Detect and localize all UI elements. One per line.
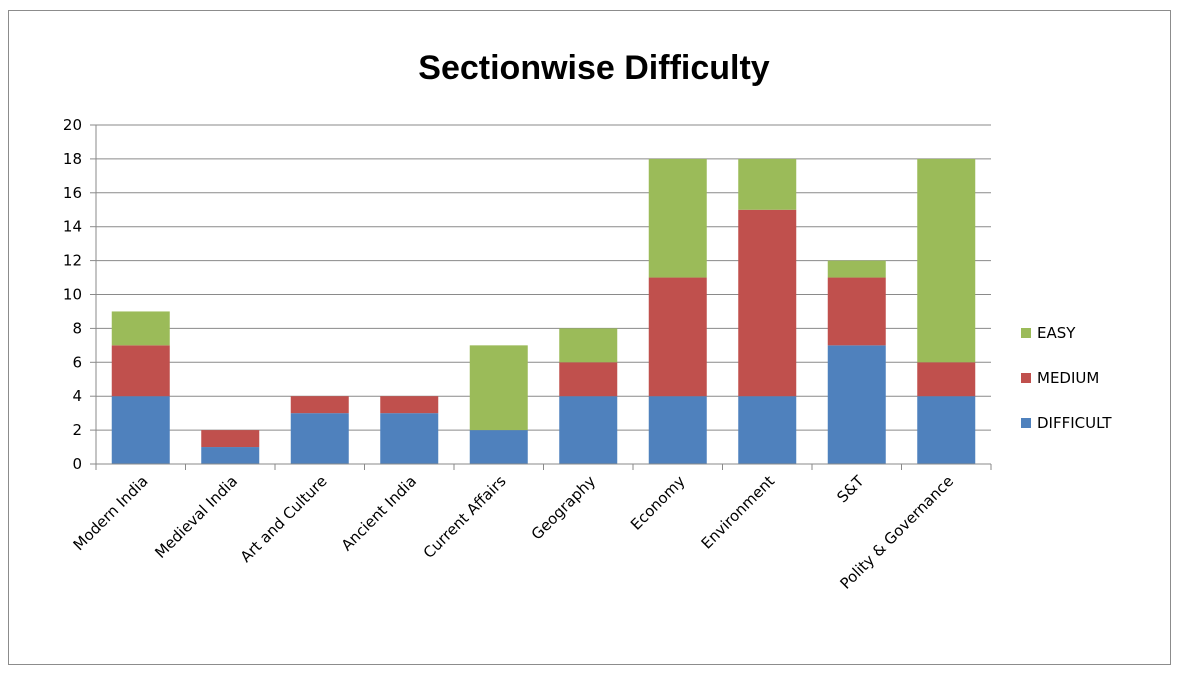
y-tick-label: 4: [72, 387, 82, 405]
x-tick-label-modern-india: Modern India: [70, 472, 152, 554]
x-tick-label-geography: Geography: [528, 472, 599, 543]
bar-medieval-india-medium: [201, 430, 260, 448]
stacked-bar-chart: Sectionwise Difficulty 0 2 4 6 8 10 12 14 16 18 20…: [63, 49, 1112, 593]
y-tick-label: 18: [63, 150, 82, 168]
bar-art-and-culture-medium: [290, 396, 349, 414]
bar-modern-india-medium: [111, 345, 170, 397]
legend-item-difficult: DIFFICULT: [1021, 414, 1112, 432]
y-tick-label: 14: [63, 218, 82, 236]
legend-label: DIFFICULT: [1037, 414, 1112, 432]
bar-geography-medium: [559, 362, 618, 397]
x-tick-label-medieval-india: Medieval India: [151, 472, 241, 562]
y-tick-label: 6: [72, 353, 82, 371]
bar-economy-difficult: [648, 396, 707, 464]
bar-polity-and-governance-difficult: [917, 396, 976, 464]
bars: [111, 158, 976, 464]
x-tick-label-ancient-india: Ancient India: [338, 472, 420, 554]
y-tick-label: 2: [72, 421, 82, 439]
bar-ancient-india-medium: [380, 396, 439, 414]
bar-sandt-easy: [827, 260, 886, 278]
y-tick-label: 0: [72, 455, 82, 473]
y-tick-labels: 0 2 4 6 8 10 12 14 16 18 20: [63, 116, 82, 473]
bar-medieval-india-difficult: [201, 447, 260, 464]
legend: EASY MEDIUM DIFFICULT: [1021, 324, 1112, 432]
bar-modern-india-easy: [111, 311, 170, 346]
bar-sandt-medium: [827, 277, 886, 346]
x-tick-label-art-and-culture: Art and Culture: [237, 472, 331, 566]
legend-item-medium: MEDIUM: [1021, 369, 1099, 387]
bar-economy-easy: [648, 158, 707, 278]
y-tick-label: 20: [63, 116, 82, 134]
bar-current-affairs-easy: [469, 345, 528, 431]
legend-item-easy: EASY: [1021, 324, 1076, 342]
legend-label: MEDIUM: [1037, 369, 1099, 387]
x-tick-label-current-affairs: Current Affairs: [420, 472, 510, 562]
legend-swatch: [1021, 418, 1031, 428]
bar-polity-and-governance-easy: [917, 158, 976, 363]
y-tick-label: 16: [63, 184, 82, 202]
x-tick-label-economy: Economy: [627, 472, 689, 534]
y-tick-label: 12: [63, 252, 82, 270]
chart-title: Sectionwise Difficulty: [418, 49, 769, 87]
bar-geography-easy: [559, 328, 618, 363]
bar-modern-india-difficult: [111, 396, 170, 464]
legend-swatch: [1021, 373, 1031, 383]
x-tick-label-sandt: S&T: [833, 472, 868, 507]
y-tick-label: 8: [72, 319, 82, 337]
bar-art-and-culture-difficult: [290, 413, 349, 464]
bar-sandt-difficult: [827, 345, 886, 464]
chart-frame: Sectionwise Difficulty 0 2 4 6 8 10 12 14 16 18 20…: [8, 10, 1171, 665]
bar-current-affairs-difficult: [469, 430, 528, 464]
axes: [95, 125, 992, 470]
legend-label: EASY: [1037, 324, 1076, 342]
bar-ancient-india-difficult: [380, 413, 439, 464]
bar-environment-difficult: [738, 396, 797, 464]
y-tick-label: 10: [63, 286, 82, 304]
bar-environment-medium: [738, 209, 797, 397]
legend-swatch: [1021, 328, 1031, 338]
bar-economy-medium: [648, 277, 707, 397]
x-tick-label-environment: Environment: [698, 472, 779, 553]
bar-environment-easy: [738, 158, 797, 210]
bar-polity-and-governance-medium: [917, 362, 976, 397]
bar-geography-difficult: [559, 396, 618, 464]
